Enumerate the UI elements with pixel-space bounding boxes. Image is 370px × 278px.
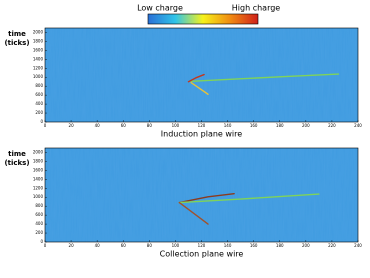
- y-tick-label: 800: [35, 83, 43, 88]
- colorbar-low-label: Low charge: [137, 4, 183, 13]
- x-tick-label: 140: [224, 243, 232, 248]
- x-tick-label: 80: [147, 123, 153, 128]
- x-tick-label: 200: [302, 243, 310, 248]
- x-tick-label: 220: [328, 243, 336, 248]
- y-tick-label: 200: [35, 230, 43, 235]
- x-tick-label: 100: [172, 123, 180, 128]
- x-axis-label: Collection plane wire: [160, 250, 244, 259]
- y-tick-label: 1600: [33, 167, 44, 172]
- x-tick-label: 180: [276, 243, 284, 248]
- track: [178, 201, 209, 225]
- track: [178, 193, 320, 204]
- y-tick-label: 600: [35, 212, 43, 217]
- y-tick-label: 600: [35, 92, 43, 97]
- y-tick-label: 0: [40, 239, 43, 244]
- track: [190, 73, 340, 82]
- y-axis-label: time: [8, 30, 26, 38]
- x-tick-label: 180: [276, 123, 284, 128]
- x-tick-label: 240: [354, 123, 362, 128]
- y-tick-label: 200: [35, 110, 43, 115]
- x-tick-label: 0: [44, 243, 47, 248]
- x-tick-label: 20: [69, 243, 75, 248]
- y-tick-label: 1000: [33, 74, 44, 79]
- y-tick-label: 2000: [33, 29, 44, 34]
- x-tick-label: 80: [147, 243, 153, 248]
- y-tick-label: 1600: [33, 47, 44, 52]
- y-tick-label: 1200: [33, 65, 44, 70]
- x-tick-label: 160: [250, 243, 258, 248]
- y-tick-label: 1800: [33, 158, 44, 163]
- y-tick-label: 1200: [33, 185, 44, 190]
- y-axis-label: (ticks): [4, 159, 29, 167]
- colorbar: [147, 13, 259, 25]
- x-tick-label: 20: [69, 123, 75, 128]
- y-tick-label: 1400: [33, 176, 44, 181]
- track: [187, 73, 205, 83]
- y-tick-label: 800: [35, 203, 43, 208]
- x-tick-label: 160: [250, 123, 258, 128]
- x-tick-label: 220: [328, 123, 336, 128]
- x-tick-label: 100: [172, 243, 180, 248]
- x-tick-label: 200: [302, 123, 310, 128]
- x-tick-label: 240: [354, 243, 362, 248]
- y-tick-label: 1800: [33, 38, 44, 43]
- track: [178, 192, 235, 204]
- x-tick-label: 120: [198, 123, 206, 128]
- y-tick-label: 1400: [33, 56, 44, 61]
- y-axis-label: time: [8, 150, 26, 158]
- x-tick-label: 0: [44, 123, 47, 128]
- track: [190, 81, 209, 95]
- x-tick-label: 140: [224, 123, 232, 128]
- x-tick-label: 40: [95, 123, 101, 128]
- x-axis-label: Induction plane wire: [161, 130, 242, 139]
- x-tick-label: 120: [198, 243, 206, 248]
- y-tick-label: 1000: [33, 194, 44, 199]
- y-tick-label: 2000: [33, 149, 44, 154]
- x-tick-label: 40: [95, 243, 101, 248]
- x-tick-label: 60: [121, 123, 127, 128]
- colorbar-high-label: High charge: [232, 4, 281, 13]
- x-tick-label: 60: [121, 243, 127, 248]
- y-tick-label: 0: [40, 119, 43, 124]
- y-axis-label: (ticks): [4, 39, 29, 47]
- y-tick-label: 400: [35, 101, 43, 106]
- y-tick-label: 400: [35, 221, 43, 226]
